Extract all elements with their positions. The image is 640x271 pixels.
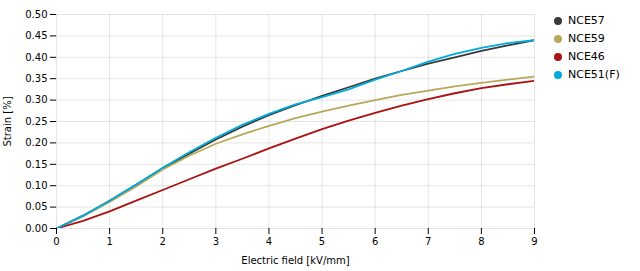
svg-text:6: 6: [372, 236, 378, 247]
svg-text:8: 8: [478, 236, 484, 247]
svg-text:2: 2: [160, 236, 166, 247]
svg-text:5: 5: [319, 236, 325, 247]
svg-text:0.40: 0.40: [25, 52, 47, 63]
svg-text:4: 4: [266, 236, 272, 247]
svg-text:0.10: 0.10: [25, 180, 47, 191]
svg-text:0.30: 0.30: [25, 94, 47, 105]
svg-text:0.20: 0.20: [25, 137, 47, 148]
svg-text:0.15: 0.15: [25, 159, 47, 170]
svg-text:0.50: 0.50: [25, 9, 47, 20]
html-text:NCE51(F): NCE51(F): [568, 68, 620, 81]
svg-text:0.00: 0.00: [25, 223, 47, 234]
html-text:NCE59: NCE59: [568, 32, 605, 45]
html-text:NCE46: NCE46: [568, 50, 605, 63]
svg-text:9: 9: [531, 236, 537, 247]
svg-text:0.05: 0.05: [25, 201, 47, 212]
svg-text:3: 3: [213, 236, 219, 247]
svg-text:Strain [%]: Strain [%]: [2, 96, 13, 146]
svg-text:1: 1: [106, 236, 112, 247]
svg-text:0.45: 0.45: [25, 30, 47, 41]
svg-text:0: 0: [53, 236, 59, 247]
html-text:NCE57: NCE57: [568, 14, 605, 27]
svg-text:Electric field [kV/mm]: Electric field [kV/mm]: [241, 255, 349, 266]
svg-text:7: 7: [425, 236, 431, 247]
svg-text:0.35: 0.35: [25, 73, 47, 84]
svg-text:0.25: 0.25: [25, 116, 47, 127]
